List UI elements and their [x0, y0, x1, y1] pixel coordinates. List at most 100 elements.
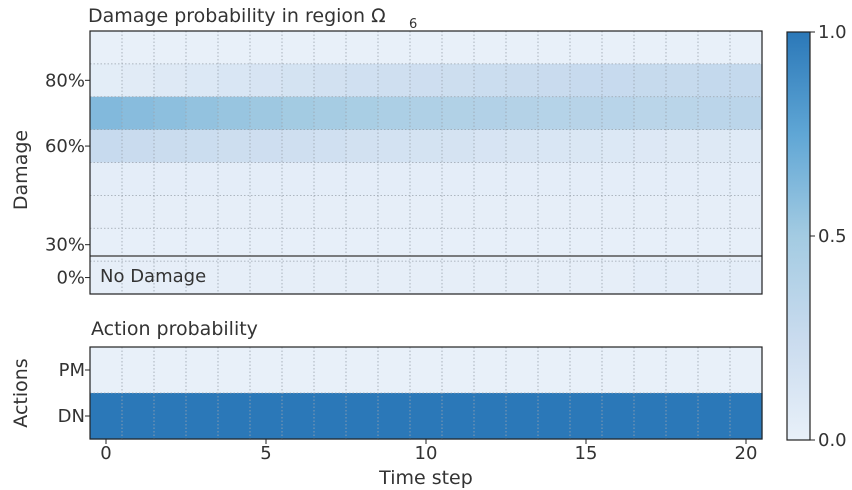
damage-cell: [570, 261, 603, 295]
damage-cell: [218, 63, 251, 98]
damage-cell: [666, 129, 699, 164]
damage-cell: [410, 162, 443, 196]
damage-cell: [378, 261, 411, 295]
damage-y-tick-label: 0%: [56, 268, 85, 289]
damage-cell: [218, 195, 251, 229]
damage-cell: [122, 129, 155, 164]
damage-cell: [122, 195, 155, 229]
damage-cell: [634, 31, 667, 65]
damage-cell: [538, 96, 571, 131]
action-cell: [378, 347, 411, 394]
damage-cell: [122, 31, 155, 65]
damage-cell: [218, 129, 251, 164]
damage-cell: [570, 96, 603, 131]
damage-cell: [634, 129, 667, 164]
action-cell: [314, 347, 347, 394]
damage-cell: [346, 129, 379, 164]
action-cell: [154, 347, 187, 394]
damage-cell: [154, 129, 187, 164]
damage-cell: [378, 195, 411, 229]
damage-cell: [442, 31, 475, 65]
damage-cell: [698, 195, 731, 229]
damage-cell: [602, 129, 635, 164]
damage-cell: [442, 63, 475, 98]
damage-cell: [442, 162, 475, 196]
damage-cell: [314, 195, 347, 229]
damage-cell: [314, 129, 347, 164]
action-cell: [186, 393, 219, 440]
damage-cell: [186, 96, 219, 131]
damage-cell: [154, 195, 187, 229]
damage-cell: [506, 162, 539, 196]
damage-cell: [282, 63, 315, 98]
damage-cell: [538, 31, 571, 65]
x-tick-label: 15: [575, 443, 598, 464]
damage-cell: [250, 261, 283, 295]
damage-cell: [154, 261, 187, 295]
colorbar: [786, 31, 811, 441]
damage-cell: [698, 162, 731, 196]
damage-cell: [186, 129, 219, 164]
damage-cell: [410, 129, 443, 164]
damage-cell: [634, 63, 667, 98]
damage-cell: [346, 162, 379, 196]
action-cell: [282, 347, 315, 394]
damage-cell: [218, 261, 251, 295]
damage-cell: [730, 129, 763, 164]
damage-cell: [570, 129, 603, 164]
damage-cell: [410, 63, 443, 98]
damage-cell: [442, 261, 475, 295]
action-cell: [666, 347, 699, 394]
action-y-tick-label: DN: [58, 406, 85, 427]
damage-cell: [186, 162, 219, 196]
damage-cell: [698, 63, 731, 98]
damage-cell: [410, 261, 443, 295]
action-cell: [474, 393, 507, 440]
x-tick-label: 5: [260, 443, 271, 464]
damage-cell: [474, 162, 507, 196]
damage-cell: [666, 162, 699, 196]
damage-cell: [634, 96, 667, 131]
damage-y-axis-label: Damage: [10, 130, 32, 210]
damage-cell: [90, 261, 123, 295]
action-cell: [634, 393, 667, 440]
damage-cell: [90, 63, 123, 98]
action-chart-title: Action probability: [91, 318, 258, 340]
action-cell: [538, 393, 571, 440]
damage-cell: [474, 129, 507, 164]
damage-cell: [314, 96, 347, 131]
damage-cell: [730, 162, 763, 196]
damage-cell: [538, 162, 571, 196]
damage-y-tick-label: 80%: [45, 70, 85, 91]
damage-cell: [250, 96, 283, 131]
damage-cell: [506, 63, 539, 98]
damage-cell: [538, 63, 571, 98]
x-axis-ticks: 0 5 10 15 20: [100, 439, 757, 464]
damage-chart-title-subscript: 6: [409, 17, 417, 32]
damage-cell: [730, 63, 763, 98]
action-cell: [314, 393, 347, 440]
damage-y-tick-label: 30%: [45, 235, 85, 256]
damage-cell: [218, 96, 251, 131]
damage-cell: [186, 261, 219, 295]
damage-cell: [442, 129, 475, 164]
damage-cell: [602, 261, 635, 295]
damage-cell: [474, 63, 507, 98]
x-tick-label: 20: [735, 443, 758, 464]
damage-cell: [90, 96, 123, 131]
damage-cell: [154, 31, 187, 65]
damage-cell: [90, 129, 123, 164]
damage-y-ticks: 80% 60% 30% 0%: [45, 70, 90, 289]
damage-cell: [90, 31, 123, 65]
action-cell: [730, 347, 763, 394]
action-cell: [90, 347, 123, 394]
damage-cell: [506, 195, 539, 229]
action-cell: [154, 393, 187, 440]
action-cell: [282, 393, 315, 440]
action-cell: [250, 347, 283, 394]
action-cell: [698, 347, 731, 394]
colorbar-tick-label: 0.0: [818, 430, 847, 451]
x-tick-label: 0: [100, 443, 111, 464]
damage-cell: [730, 195, 763, 229]
